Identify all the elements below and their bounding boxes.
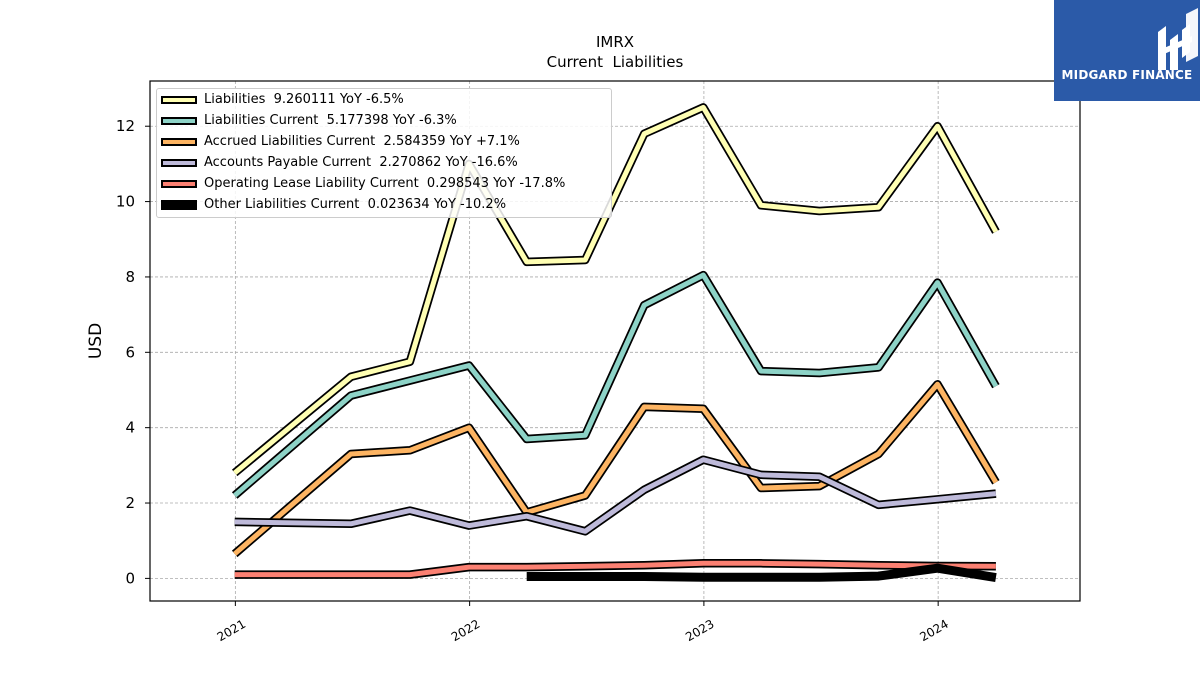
logo-text: MIDGARD FINANCE (1061, 68, 1193, 82)
x-tick-label: 2021 (215, 617, 248, 644)
series-line (526, 563, 997, 583)
series-liabilities (231, 103, 1000, 477)
legend-label: Liabilities Current 5.177398 YoY -6.3% (204, 113, 457, 128)
series-line (234, 457, 997, 534)
legend-label: Other Liabilities Current 0.023634 YoY -… (204, 197, 507, 212)
y-tick-label: 0 (125, 569, 135, 587)
series-liabilities-current (231, 270, 1000, 499)
series-operating-lease-liability-current (234, 559, 996, 579)
y-tick-label: 2 (125, 494, 135, 512)
series-line (234, 560, 996, 578)
plot-frame (149, 80, 1081, 602)
series-other-liabilities-current (526, 563, 997, 583)
legend-item: Liabilities Current 5.177398 YoY -6.3% (157, 112, 613, 132)
legend-swatch (161, 159, 197, 167)
series-line (233, 381, 999, 556)
x-tick-label: 2023 (683, 617, 716, 644)
legend-swatch (161, 180, 197, 188)
series-line-outline (231, 380, 1000, 558)
chart-legend: Liabilities 9.260111 YoY -6.5% Liabilitie… (156, 88, 612, 218)
legend-item: Other Liabilities Current 0.023634 YoY -… (157, 196, 613, 216)
legend-label: Accounts Payable Current 2.270862 YoY -1… (204, 155, 518, 170)
y-axis-label: USD (86, 323, 106, 359)
y-tick-label: 6 (125, 343, 135, 361)
legend-swatch (161, 96, 197, 104)
legend-swatch (161, 200, 197, 210)
y-tick-label: 10 (116, 193, 135, 211)
series-line-outline (231, 270, 1000, 499)
series-layer (231, 103, 1000, 583)
brand-logo: MIDGARD FINANCE (1054, 0, 1200, 101)
series-accounts-payable-current (234, 455, 997, 536)
series-line (233, 104, 999, 475)
series-accrued-liabilities-current (231, 380, 1000, 558)
legend-label: Liabilities 9.260111 YoY -6.5% (204, 92, 404, 107)
legend-swatch (161, 117, 197, 125)
legend-item: Accrued Liabilities Current 2.584359 YoY… (157, 133, 613, 153)
y-tick-label: 8 (125, 268, 135, 286)
legend-label: Operating Lease Liability Current 0.2985… (204, 176, 566, 191)
chart-subtitle: Current Liabilities (547, 53, 684, 71)
legend-item: Accounts Payable Current 2.270862 YoY -1… (157, 154, 613, 174)
x-tick-label: 2024 (917, 617, 950, 644)
legend-item: Operating Lease Liability Current 0.2985… (157, 175, 613, 195)
legend-label: Accrued Liabilities Current 2.584359 YoY… (204, 134, 520, 149)
x-tick-label: 2022 (449, 617, 482, 644)
series-line-outline (234, 455, 997, 536)
legend-item: Liabilities 9.260111 YoY -6.5% (157, 91, 613, 111)
y-tick-label: 12 (116, 117, 135, 135)
legend-swatch (161, 138, 197, 146)
chart-title: IMRX (596, 33, 634, 51)
y-tick-label: 4 (125, 419, 135, 437)
series-line (233, 272, 999, 498)
logo-mark-icon (1158, 8, 1198, 70)
